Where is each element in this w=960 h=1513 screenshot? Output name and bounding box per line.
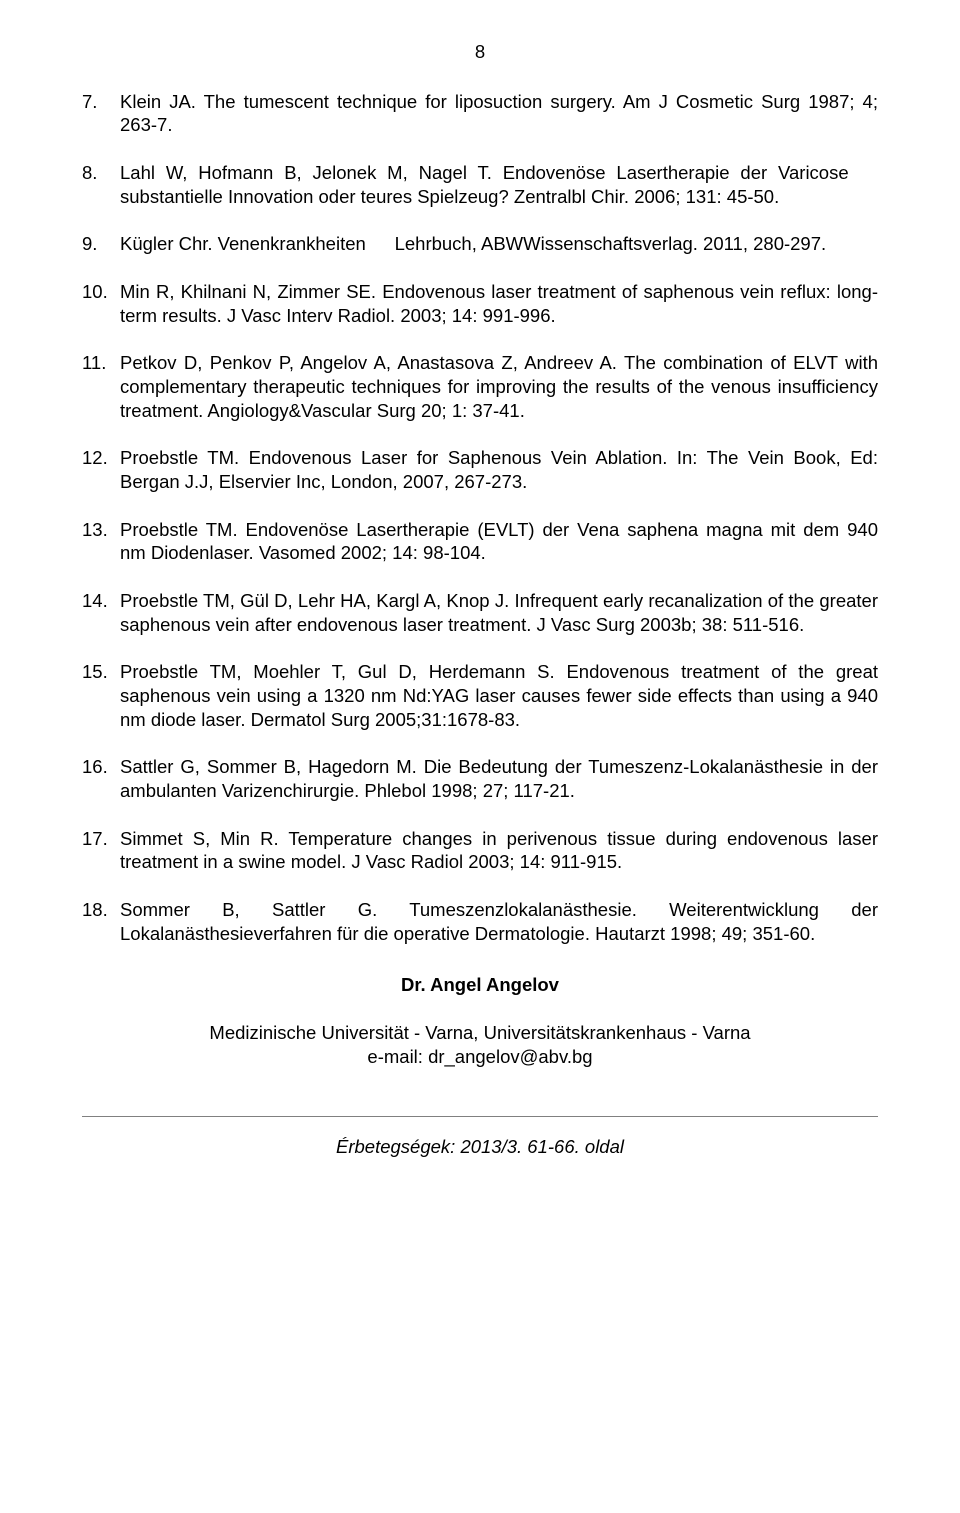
reference-item: 18.Sommer B, Sattler G. Tumeszenzlokalan… (82, 898, 878, 945)
reference-text: Proebstle TM, Gül D, Lehr HA, Kargl A, K… (120, 589, 878, 636)
reference-number: 17. (82, 827, 120, 874)
email-line: e-mail: dr_angelov@abv.bg (367, 1046, 592, 1067)
footer-area: Érbetegségek: 2013/3. 61-66. oldal (82, 1116, 878, 1159)
reference-number: 13. (82, 518, 120, 565)
reference-number: 18. (82, 898, 120, 945)
reference-text: Min R, Khilnani N, Zimmer SE. Endovenous… (120, 280, 878, 327)
reference-number: 8. (82, 161, 120, 208)
reference-number: 15. (82, 660, 120, 731)
reference-number: 11. (82, 351, 120, 422)
reference-item: 13.Proebstle TM. Endovenöse Lasertherapi… (82, 518, 878, 565)
reference-number: 16. (82, 755, 120, 802)
reference-item: 10.Min R, Khilnani N, Zimmer SE. Endoven… (82, 280, 878, 327)
reference-text: Proebstle TM. Endovenous Laser for Saphe… (120, 446, 878, 493)
document-page: 8 7.Klein JA. The tumescent technique fo… (0, 0, 960, 1513)
reference-item: 7.Klein JA. The tumescent technique for … (82, 90, 878, 137)
reference-item: 8.Lahl W, Hofmann B, Jelonek M, Nagel T.… (82, 161, 878, 208)
reference-text: Proebstle TM. Endovenöse Lasertherapie (… (120, 518, 878, 565)
reference-number: 14. (82, 589, 120, 636)
reference-item: 17.Simmet S, Min R. Temperature changes … (82, 827, 878, 874)
reference-number: 9. (82, 232, 120, 256)
reference-text: Simmet S, Min R. Temperature changes in … (120, 827, 878, 874)
reference-item: 16.Sattler G, Sommer B, Hagedorn M. Die … (82, 755, 878, 802)
affiliation-block: Medizinische Universität - Varna, Univer… (82, 1021, 878, 1068)
reference-text: Proebstle TM, Moehler T, Gul D, Herdeman… (120, 660, 878, 731)
affiliation-line: Medizinische Universität - Varna, Univer… (209, 1022, 750, 1043)
page-number: 8 (82, 40, 878, 64)
reference-text: Sommer B, Sattler G. Tumeszenzlokalanäst… (120, 898, 878, 945)
reference-item: 14.Proebstle TM, Gül D, Lehr HA, Kargl A… (82, 589, 878, 636)
reference-item: 12.Proebstle TM. Endovenous Laser for Sa… (82, 446, 878, 493)
reference-list: 7.Klein JA. The tumescent technique for … (82, 90, 878, 946)
reference-item: 11.Petkov D, Penkov P, Angelov A, Anasta… (82, 351, 878, 422)
footer-text: Érbetegségek: 2013/3. 61-66. oldal (82, 1135, 878, 1159)
reference-text: Lahl W, Hofmann B, Jelonek M, Nagel T. E… (120, 161, 878, 208)
reference-number: 12. (82, 446, 120, 493)
reference-text: Klein JA. The tumescent technique for li… (120, 90, 878, 137)
reference-text: Petkov D, Penkov P, Angelov A, Anastasov… (120, 351, 878, 422)
reference-number: 10. (82, 280, 120, 327)
reference-item: 9.Kügler Chr. Venenkrankheiten Lehrbuch,… (82, 232, 878, 256)
reference-item: 15.Proebstle TM, Moehler T, Gul D, Herde… (82, 660, 878, 731)
reference-text: Sattler G, Sommer B, Hagedorn M. Die Bed… (120, 755, 878, 802)
reference-text: Kügler Chr. Venenkrankheiten Lehrbuch, A… (120, 232, 878, 256)
author-name: Dr. Angel Angelov (82, 973, 878, 997)
reference-number: 7. (82, 90, 120, 137)
